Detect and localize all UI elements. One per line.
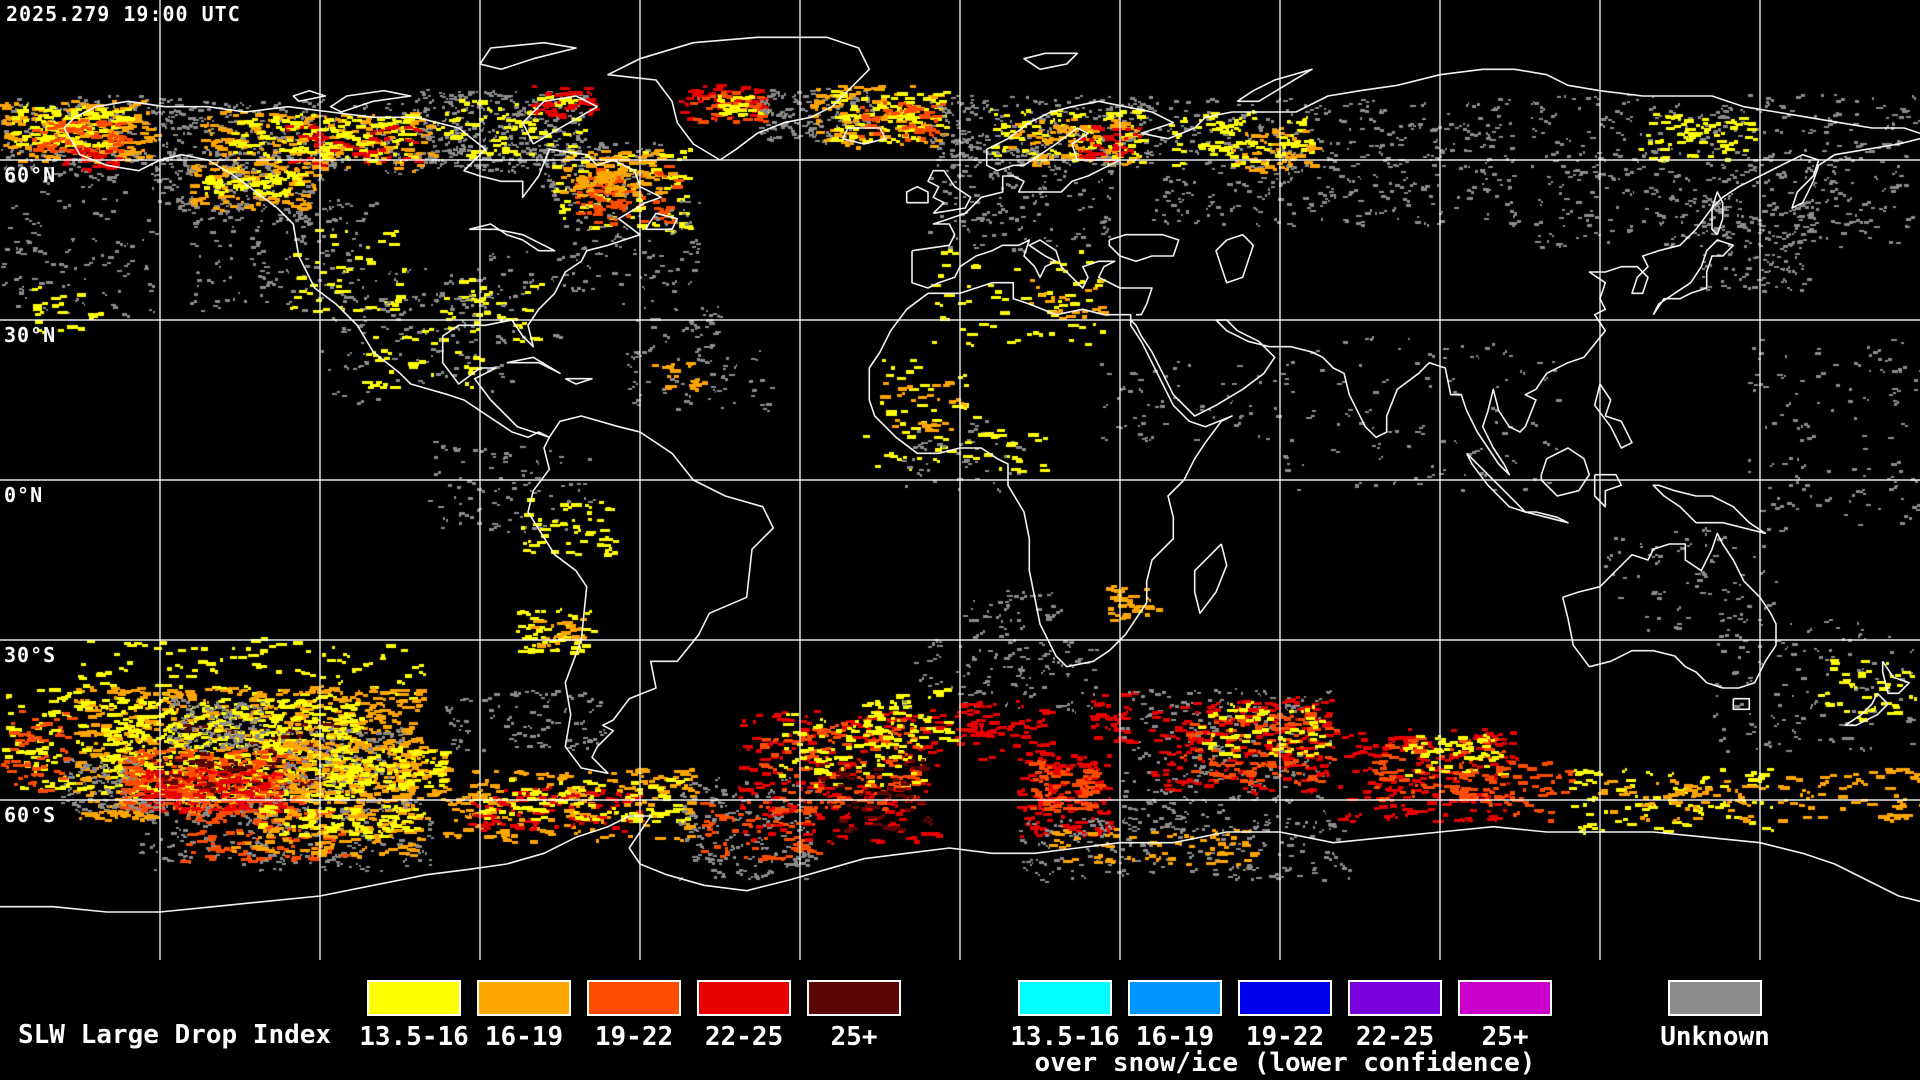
coastline: [1732, 697, 1751, 711]
coastline: [63, 100, 663, 439]
legend-swatch: [1018, 980, 1112, 1016]
legend-item-standard: 16-19: [477, 980, 571, 1052]
legend-swatch: [477, 980, 571, 1016]
coastline: [1652, 239, 1735, 316]
coastline: [1023, 52, 1079, 71]
coastline: [564, 377, 593, 385]
coastline: [0, 815, 1920, 913]
legend-swatch: [1668, 980, 1762, 1016]
coastline: [1593, 383, 1633, 449]
coastline: [607, 36, 871, 161]
legend: SLW Large Drop Index 13.5-16 16-19 19-22 22…: [0, 960, 1920, 1080]
coastline: [506, 356, 561, 375]
coastline: [1236, 68, 1313, 103]
coastline: [905, 185, 929, 204]
legend-swatch: [587, 980, 681, 1016]
legend-swatch: [1238, 980, 1332, 1016]
coastline: [1593, 473, 1623, 508]
coastline: [1540, 447, 1591, 497]
coastline: [1193, 543, 1228, 615]
legend-item-standard: 19-22: [587, 980, 681, 1052]
legend-item-snow-ice: 22-25: [1348, 980, 1442, 1052]
legend-item-snow-ice: 19-22: [1238, 980, 1332, 1052]
legend-label: 16-19: [1135, 1022, 1215, 1052]
coastline: [469, 223, 556, 252]
legend-item-unknown: Unknown: [1660, 980, 1770, 1052]
coastline: [1881, 660, 1911, 695]
coastline: [911, 239, 1153, 316]
legend-group-unknown: Unknown: [1660, 980, 1770, 1052]
coastline: [1844, 692, 1889, 727]
legend-swatch: [1458, 980, 1552, 1016]
lat-label-30s: 30°S: [4, 643, 57, 667]
legend-item-standard: 25+: [807, 980, 901, 1052]
coastline: [1525, 511, 1569, 524]
legend-label: 22-25: [1355, 1022, 1435, 1052]
coastline: [927, 169, 972, 215]
legend-label: 25+: [1481, 1022, 1529, 1052]
legend-swatch: [1128, 980, 1222, 1016]
legend-label: 19-22: [1245, 1022, 1325, 1052]
lat-label-30n: 30°N: [4, 323, 57, 347]
legend-label: 13.5-16: [359, 1022, 469, 1052]
coastline: [1652, 484, 1767, 535]
legend-item-standard: 22-25: [697, 980, 791, 1052]
timestamp: 2025.279 19:00 UTC: [6, 2, 241, 26]
legend-swatch: [697, 980, 791, 1016]
legend-swatch: [807, 980, 901, 1016]
coastline: [521, 95, 599, 145]
legend-subtitle: over snow/ice (lower confidence): [1034, 1048, 1536, 1078]
coastline: [329, 89, 412, 113]
coastline: [479, 41, 577, 71]
world-basemap: [0, 0, 1920, 960]
coastline: [644, 212, 679, 231]
legend-label: 13.5-16: [1010, 1022, 1120, 1052]
legend-label: 22-25: [704, 1022, 784, 1052]
coastline: [1215, 233, 1255, 284]
coastline: [1465, 452, 1527, 513]
legend-item-snow-ice: 25+: [1458, 980, 1552, 1052]
lat-label-0n: 0°N: [4, 483, 44, 507]
legend-swatch: [1348, 980, 1442, 1016]
coastline: [868, 281, 1233, 668]
lat-label-60s: 60°S: [4, 803, 57, 827]
legend-item-snow-ice: 13.5-16: [1010, 980, 1120, 1052]
coastline: [292, 89, 327, 103]
coastline: [1561, 532, 1777, 689]
legend-label: 25+: [830, 1022, 878, 1052]
legend-label: Unknown: [1660, 1022, 1770, 1052]
legend-label: 19-22: [594, 1022, 674, 1052]
legend-title: SLW Large Drop Index: [18, 1020, 332, 1050]
legend-item-snow-ice: 16-19: [1128, 980, 1222, 1052]
legend-swatch: [367, 980, 461, 1016]
lat-label-60n: 60°N: [4, 163, 57, 187]
coastline: [527, 415, 775, 775]
legend-label: 16-19: [484, 1022, 564, 1052]
legend-group-standard: 13.5-16 16-19 19-22 22-25 25+: [359, 980, 901, 1052]
coastline: [841, 127, 887, 145]
legend-group-snow-ice: 13.5-16 16-19 19-22 22-25 25+: [1010, 980, 1552, 1052]
coastline: [1711, 191, 1724, 236]
legend-item-standard: 13.5-16: [359, 980, 469, 1052]
coastline: [1130, 137, 1920, 476]
coastline: [1108, 233, 1180, 263]
coastline: [911, 68, 1920, 252]
